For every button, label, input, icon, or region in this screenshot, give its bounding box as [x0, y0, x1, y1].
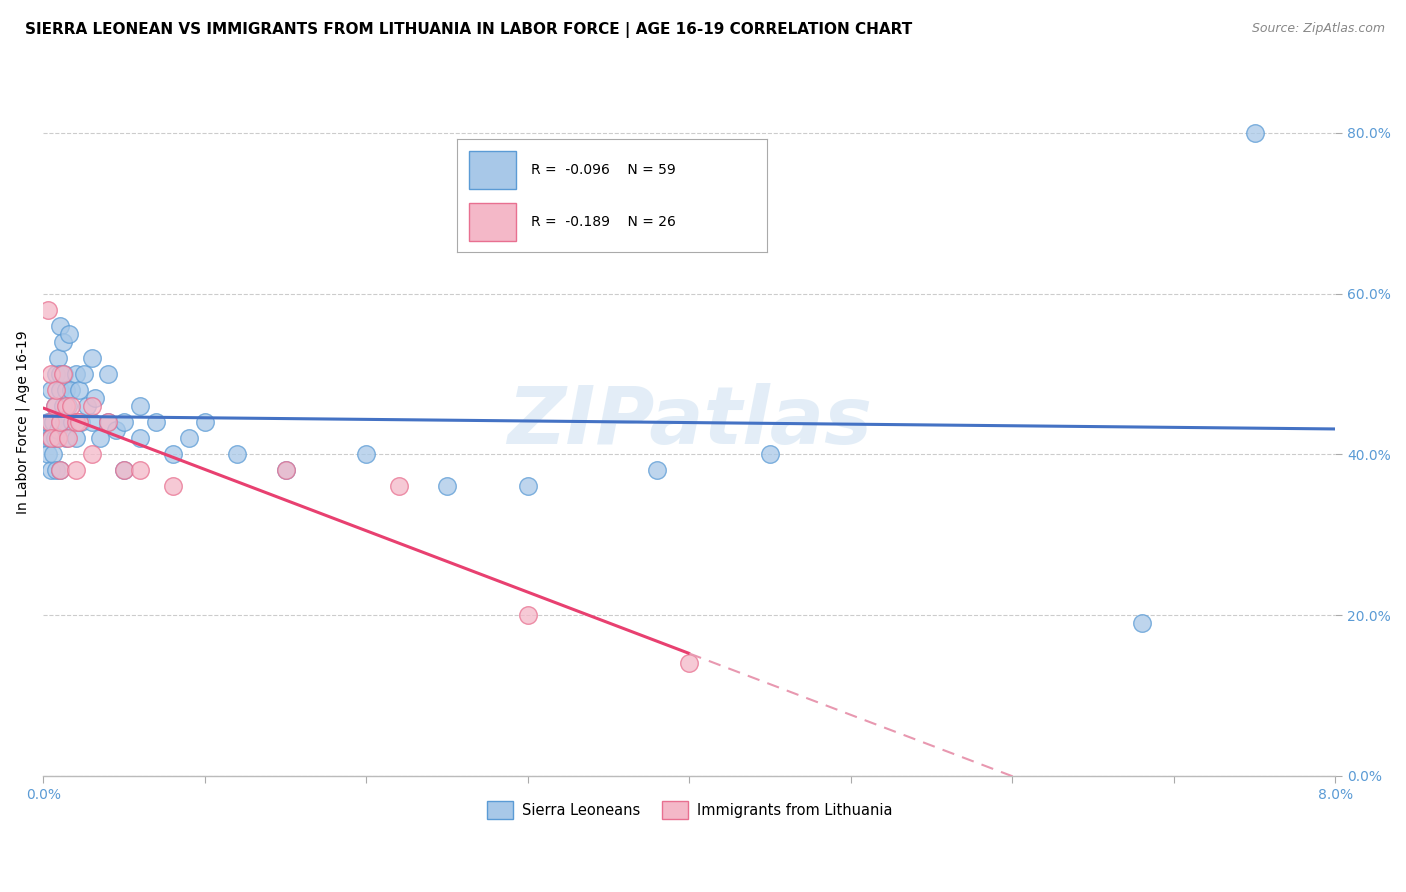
Point: [55, 383, 77, 397]
Point: [129, 463, 152, 477]
Point: [46, 351, 69, 365]
Point: [38, 431, 60, 445]
Point: [69, 415, 91, 429]
Y-axis label: In Labor Force | Age 16-19: In Labor Force | Age 16-19: [15, 330, 30, 514]
Point: [52, 367, 75, 381]
Point: [65, 431, 87, 445]
Point: [516, 479, 538, 493]
Point: [48, 318, 70, 333]
Point: [52, 334, 75, 349]
Point: [89, 431, 111, 445]
Point: [112, 415, 135, 429]
Point: [59, 399, 82, 413]
Point: [97, 415, 120, 429]
Point: [80, 447, 103, 461]
Point: [56, 399, 79, 413]
Point: [80, 351, 103, 365]
Point: [678, 657, 700, 671]
Point: [41, 383, 63, 397]
Point: [1130, 616, 1153, 631]
Point: [37, 415, 59, 429]
Point: [80, 415, 103, 429]
Point: [73, 367, 96, 381]
Point: [105, 423, 128, 437]
Text: SIERRA LEONEAN VS IMMIGRANTS FROM LITHUANIA IN LABOR FORCE | AGE 16-19 CORRELATI: SIERRA LEONEAN VS IMMIGRANTS FROM LITHUA…: [25, 22, 912, 38]
Point: [56, 431, 79, 445]
Point: [48, 383, 70, 397]
Point: [145, 415, 167, 429]
Point: [58, 326, 80, 341]
Point: [162, 447, 184, 461]
Point: [67, 383, 90, 397]
Point: [41, 367, 63, 381]
Point: [42, 447, 65, 461]
Point: [645, 463, 668, 477]
Point: [45, 383, 67, 397]
Point: [80, 399, 103, 413]
Point: [42, 415, 65, 429]
Point: [48, 415, 70, 429]
Point: [44, 431, 66, 445]
Point: [55, 399, 77, 413]
Point: [41, 431, 63, 445]
Point: [97, 415, 120, 429]
Point: [759, 447, 782, 461]
Point: [274, 463, 297, 477]
Point: [194, 415, 217, 429]
Point: [41, 463, 63, 477]
Point: [37, 447, 59, 461]
Point: [53, 415, 76, 429]
Point: [436, 479, 458, 493]
Point: [35, 431, 58, 445]
Point: [274, 463, 297, 477]
Point: [129, 399, 152, 413]
Point: [1243, 126, 1265, 140]
Point: [162, 479, 184, 493]
Point: [48, 463, 70, 477]
Point: [177, 431, 200, 445]
Point: [48, 367, 70, 381]
Point: [67, 415, 90, 429]
Point: [53, 367, 76, 381]
Point: [44, 399, 66, 413]
Point: [76, 399, 98, 413]
Point: [45, 367, 67, 381]
Point: [48, 463, 70, 477]
Point: [45, 463, 67, 477]
Point: [62, 415, 84, 429]
Legend: Sierra Leoneans, Immigrants from Lithuania: Sierra Leoneans, Immigrants from Lithuan…: [481, 796, 898, 825]
Point: [46, 423, 69, 437]
Point: [48, 415, 70, 429]
Point: [65, 463, 87, 477]
Point: [97, 367, 120, 381]
Point: [516, 608, 538, 623]
Point: [356, 447, 378, 461]
Text: ZIPatlas: ZIPatlas: [506, 384, 872, 461]
Point: [112, 463, 135, 477]
Point: [129, 431, 152, 445]
Point: [112, 463, 135, 477]
Point: [65, 367, 87, 381]
Text: Source: ZipAtlas.com: Source: ZipAtlas.com: [1251, 22, 1385, 36]
Point: [65, 415, 87, 429]
Point: [37, 302, 59, 317]
Point: [44, 399, 66, 413]
Point: [84, 391, 107, 405]
Point: [52, 399, 75, 413]
Point: [38, 415, 60, 429]
Point: [226, 447, 249, 461]
Point: [46, 431, 69, 445]
Point: [388, 479, 411, 493]
Point: [55, 431, 77, 445]
Point: [59, 383, 82, 397]
